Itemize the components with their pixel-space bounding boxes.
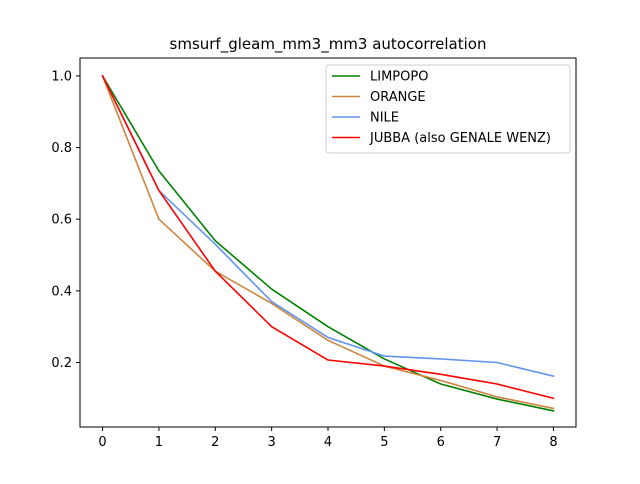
series-line-limpopo — [101, 74, 555, 412]
x-tick-label: 7 — [493, 435, 501, 450]
y-tick-label: 0.4 — [51, 284, 72, 299]
x-tick-label: 0 — [98, 435, 106, 450]
plot-area: 0 1 2 3 4 5 6 7 8 0.2 0.4 0.6 0.8 1.0 — [51, 57, 577, 450]
x-tick-label: 2 — [211, 435, 219, 450]
series-line-jubba-also-genale-wenz — [101, 74, 555, 400]
x-tick-label: 6 — [437, 435, 445, 450]
legend-label: JUBBA (also GENALE WENZ) — [369, 131, 551, 146]
legend-label: NILE — [370, 111, 399, 126]
series-line-nile — [101, 74, 555, 378]
legend-label: ORANGE — [370, 90, 426, 105]
x-tick-label: 4 — [324, 435, 332, 450]
x-tick-label: 5 — [380, 435, 388, 450]
series-line-orange — [101, 74, 555, 410]
y-tick-label: 1.0 — [51, 69, 72, 84]
x-tick-label: 3 — [267, 435, 275, 450]
y-tick-label: 0.6 — [51, 213, 72, 228]
legend: LIMPOPO ORANGE NILE JUBBA (also GENALE WENZ… — [325, 64, 571, 154]
y-tick-label: 0.8 — [51, 141, 72, 156]
chart-title: smsurf_gleam_mm3_mm3 autocorrelation — [170, 35, 487, 54]
y-tick-label: 0.2 — [51, 356, 72, 371]
x-tick-label: 1 — [155, 435, 163, 450]
x-tick-label: 8 — [549, 435, 557, 450]
legend-label: LIMPOPO — [370, 70, 428, 85]
legend-box — [325, 64, 571, 154]
